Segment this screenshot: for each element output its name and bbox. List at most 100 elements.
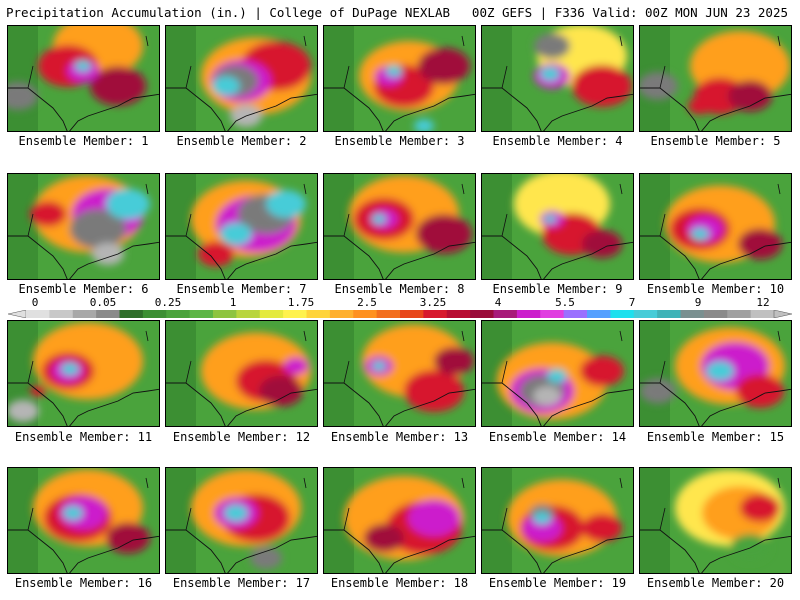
ensemble-member-label: Ensemble Member: 6 (18, 282, 149, 296)
boundary-line (482, 529, 633, 573)
boundary-line (324, 235, 475, 279)
precip-contour (30, 201, 66, 227)
boundary-line (185, 183, 307, 237)
boundary-line (482, 382, 633, 426)
boundary-line (185, 330, 307, 384)
precip-contour (266, 190, 306, 218)
ensemble-member-label: Ensemble Member: 4 (492, 134, 623, 148)
colorbar-tick-label: 7 (628, 296, 636, 309)
boundary-line (27, 330, 149, 384)
ensemble-map-panel (639, 320, 792, 427)
precip-contour (404, 370, 464, 412)
precip-field (166, 468, 317, 573)
colorbar-segment (493, 310, 518, 318)
precip-contour (61, 362, 79, 376)
colorbar-segment (376, 310, 401, 318)
ensemble-map-panel (639, 467, 792, 574)
precip-contour (740, 494, 780, 522)
precip-field (640, 468, 791, 573)
colorbar-segment (72, 310, 97, 318)
boundary-line (659, 330, 781, 384)
colorbar-segment (329, 310, 354, 318)
ensemble-map-panel (323, 467, 476, 574)
precip-contour (547, 369, 567, 383)
boundary-line (324, 529, 475, 573)
colorbar-segment (727, 310, 752, 318)
precip-contour (220, 222, 252, 246)
precip-field (482, 174, 633, 279)
precip-contour (198, 241, 234, 267)
ensemble-map-panel (481, 173, 634, 280)
ensemble-member-label: Ensemble Member: 20 (646, 576, 785, 590)
header-run-info: 00Z GEFS | F336 Valid: 00Z MON JUN 23 20… (471, 5, 788, 20)
precip-field (324, 26, 475, 131)
colorbar-arrow-right (773, 310, 792, 318)
precip-contour (372, 214, 386, 224)
boundary-line (659, 477, 781, 531)
boundary-line (640, 529, 791, 573)
ensemble-map-panel (165, 25, 318, 132)
ensemble-member-label: Ensemble Member: 13 (330, 430, 469, 444)
precip-field (166, 174, 317, 279)
boundary-line (640, 87, 791, 131)
precip-contour (533, 511, 551, 525)
colorbar-tick-label: 9 (694, 296, 702, 309)
colorbar-segment (259, 310, 284, 318)
colorbar-segment (283, 310, 307, 318)
boundary-line (166, 235, 317, 279)
precip-field (324, 468, 475, 573)
precip-contour (582, 230, 622, 258)
ensemble-map-panel (165, 467, 318, 574)
ensemble-member-label: Ensemble Member: 17 (172, 576, 311, 590)
ensemble-member-label: Ensemble Member: 2 (176, 134, 307, 148)
precip-field (640, 174, 791, 279)
ensemble-map-panel (165, 320, 318, 427)
colorbar-segment (587, 310, 611, 318)
colorbar-segment (633, 310, 658, 318)
colorbar-segment (236, 310, 261, 318)
colorbar-segment (703, 310, 728, 318)
boundary-line (659, 35, 781, 89)
ensemble-member-label: Ensemble Member: 11 (14, 430, 153, 444)
boundary-line (8, 87, 159, 131)
ensemble-member-label: Ensemble Member: 10 (646, 282, 785, 296)
ensemble-map-panel (481, 320, 634, 427)
ensemble-map-panel (639, 25, 792, 132)
colorbar-segment (189, 310, 214, 318)
precip-field (8, 468, 159, 573)
boundary-line (185, 477, 307, 531)
precip-field (482, 26, 633, 131)
boundary-line (659, 183, 781, 237)
ensemble-member-label: Ensemble Member: 12 (172, 430, 311, 444)
precip-contour (372, 361, 386, 371)
boundary-line (324, 87, 475, 131)
precip-contour (106, 188, 150, 220)
colorbar-segment (26, 310, 50, 318)
colorbar-segment (353, 310, 378, 318)
precip-field (8, 174, 159, 279)
ensemble-map-panel (481, 25, 634, 132)
colorbar-tick-label: 4 (494, 296, 502, 309)
ensemble-member-label: Ensemble Member: 16 (14, 576, 153, 590)
colorbar-tick-label: 0.25 (154, 296, 182, 309)
colorbar-labels: 0 0.05 0.25 1 1.75 2.5 3.25 4 5.5 7 9 12 (0, 296, 800, 310)
boundary-line (343, 35, 465, 89)
boundary-line (501, 330, 623, 384)
colorbar-segment (516, 310, 541, 318)
boundary-line (482, 87, 633, 131)
ensemble-member-label: Ensemble Member: 9 (492, 282, 623, 296)
colorbar-segment (657, 310, 681, 318)
precip-contour (106, 522, 150, 554)
precip-contour (63, 506, 83, 520)
ensemble-map-panel (165, 173, 318, 280)
precip-contour (250, 546, 282, 570)
boundary-line (501, 183, 623, 237)
precip-contour (580, 355, 624, 387)
boundary-line (8, 529, 159, 573)
colorbar-tick-label: 1.75 (287, 296, 315, 309)
boundary-line (482, 235, 633, 279)
colorbar-segment (540, 310, 565, 318)
colorbar-segment (96, 310, 120, 318)
ensemble-member-label: Ensemble Member: 3 (334, 134, 465, 148)
boundary-line (27, 183, 149, 237)
